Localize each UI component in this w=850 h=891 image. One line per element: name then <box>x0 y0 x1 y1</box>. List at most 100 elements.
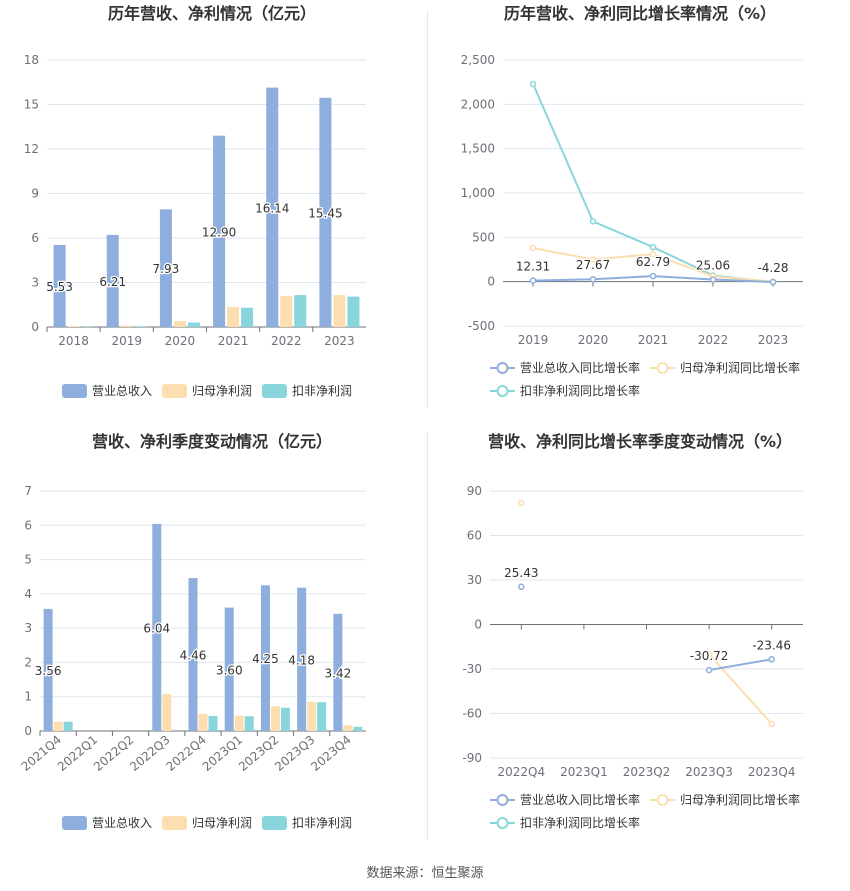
bar-net-profit <box>173 321 186 327</box>
y-tick-label: 0 <box>24 724 32 738</box>
bar-net-profit <box>307 701 317 731</box>
x-tick-label: 2021 <box>218 334 249 348</box>
chart-annual-revenue-profit: 历年营收、净利情况（亿元） 0 3 6 9 12 15 18 2018 5.53 2019 6.21 2… <box>0 0 425 410</box>
legend-marker <box>656 794 669 806</box>
data-label: 16.14 <box>255 201 289 215</box>
bar-deducted-profit <box>134 326 147 327</box>
y-tick-label: 500 <box>472 230 495 244</box>
data-label: -23.46 <box>752 638 791 652</box>
y-tick-label: 7 <box>24 484 32 498</box>
data-label: 15.45 <box>308 206 342 220</box>
chart-title: 历年营收、净利情况（亿元） <box>108 4 316 23</box>
y-tick-label: 15 <box>24 98 39 112</box>
bar-deducted-profit <box>63 721 73 731</box>
data-label: 12.31 <box>516 260 550 274</box>
annual-line-chart-svg: 历年营收、净利同比增长率情况（%） -500 0 500 1,000 1,500 2,000… <box>461 4 803 398</box>
bar-net-profit <box>227 306 240 327</box>
bar-net-profit <box>333 295 346 327</box>
x-tick-label: 2023Q1 <box>200 733 245 774</box>
bar-net-profit <box>67 326 80 327</box>
chart-quarterly-growth-rate: 营收、净利同比增长率季度变动情况（%） -90 -60 -30 0 30 60 90 2022Q… <box>425 420 850 850</box>
y-tick-label: 0 <box>31 320 39 334</box>
x-tick-label: 2023 <box>324 334 355 348</box>
point-revenue-growth <box>529 277 537 284</box>
data-label: 62.79 <box>636 255 670 269</box>
point-net-profit-growth <box>518 499 525 507</box>
point-net-profit-growth <box>529 244 537 252</box>
x-tick-label: 2023Q3 <box>272 733 317 774</box>
data-label: 6.04 <box>143 621 170 635</box>
y-tick-label: 1,500 <box>461 142 495 156</box>
legend-label: 营业总收入 <box>92 384 152 398</box>
data-label: 3.56 <box>35 664 62 678</box>
bar-deducted-profit <box>353 726 363 731</box>
legend-swatch <box>62 384 87 398</box>
bar-revenue <box>319 97 332 327</box>
data-label: 3.42 <box>325 666 352 680</box>
point-net-profit-growth <box>768 720 775 728</box>
data-label: 4.25 <box>252 652 279 666</box>
legend-marker <box>496 385 509 397</box>
bar-net-profit <box>343 725 353 731</box>
bar-revenue <box>53 244 66 327</box>
legend-marker <box>496 362 509 374</box>
data-label: 12.90 <box>202 225 236 239</box>
bar-net-profit <box>120 325 133 327</box>
bar-revenue <box>43 608 53 731</box>
bar-deducted-profit <box>280 707 290 731</box>
line-net-profit-growth <box>708 653 773 725</box>
data-label: 27.67 <box>576 258 610 272</box>
bar-revenue <box>188 578 198 731</box>
legend-label: 扣非净利润同比增长率 <box>520 383 640 398</box>
bar-revenue <box>224 607 234 731</box>
y-tick-label: 0 <box>487 275 495 289</box>
y-tick-label: 2,500 <box>461 53 495 67</box>
bar-revenue <box>159 209 172 327</box>
bar-deducted-profit <box>244 716 254 731</box>
quarterly-bar-chart-svg: 营收、净利季度变动情况（亿元）012345672021Q43.562022Q12… <box>19 432 366 830</box>
y-tick-label: 2 <box>24 655 32 669</box>
x-tick-label: 2022Q1 <box>55 733 100 774</box>
x-tick-label: 2020 <box>578 333 609 347</box>
data-source-note: 数据来源：恒生聚源 <box>366 866 484 881</box>
chart-title: 营收、净利同比增长率季度变动情况（%） <box>488 432 792 451</box>
x-tick-label: 2018 <box>58 334 89 348</box>
bar-revenue <box>213 135 226 327</box>
annual-bar-chart-svg: 历年营收、净利情况（亿元） 0 3 6 9 12 15 18 2018 5.53 2019 6.21 2… <box>24 4 366 398</box>
x-tick-label: 2022Q4 <box>497 765 545 779</box>
chart-title: 历年营收、净利同比增长率情况（%） <box>504 4 776 23</box>
y-tick-label: 1,000 <box>461 186 495 200</box>
x-tick-label: 2021 <box>638 333 669 347</box>
line-revenue-growth <box>708 658 772 672</box>
x-tick-label: 2022Q4 <box>163 733 208 774</box>
data-label: 25.06 <box>696 258 730 272</box>
y-tick-label: 18 <box>24 53 39 67</box>
bar-deducted-profit <box>241 307 254 327</box>
bar-deducted-profit <box>208 715 218 731</box>
x-tick-label: 2019 <box>111 334 142 348</box>
point-deducted-profit-growth <box>649 243 657 251</box>
y-tick-label: 2,000 <box>461 97 495 111</box>
x-tick-label: 2023Q2 <box>623 765 671 779</box>
x-tick-label: 2023Q4 <box>308 733 353 774</box>
bar-revenue <box>260 585 270 731</box>
point-net-profit-growth <box>649 250 657 258</box>
bar-net-profit <box>280 295 293 327</box>
legend-label: 扣非净利润 <box>292 816 352 830</box>
y-tick-label: 4 <box>24 587 32 601</box>
x-tick-label: 2022Q2 <box>91 733 136 774</box>
bar-deducted-profit <box>317 702 327 731</box>
point-revenue-growth <box>518 583 525 591</box>
point-net-profit-growth <box>589 256 597 263</box>
data-label: -4.28 <box>757 261 788 275</box>
bar-net-profit <box>270 706 280 731</box>
y-tick-label: 30 <box>467 573 482 587</box>
chart-annual-growth-rate: 历年营收、净利同比增长率情况（%） -500 0 500 1,000 1,500 2,000… <box>425 0 850 410</box>
legend-label: 营业总收入 <box>92 816 152 830</box>
point-deducted-profit-growth <box>589 218 597 225</box>
point-revenue-growth <box>709 276 717 283</box>
legend-label: 归母净利润同比增长率 <box>680 792 800 807</box>
x-tick-label: 2022Q3 <box>127 733 172 774</box>
legend-swatch <box>162 816 187 830</box>
y-tick-label: 3 <box>24 621 32 635</box>
